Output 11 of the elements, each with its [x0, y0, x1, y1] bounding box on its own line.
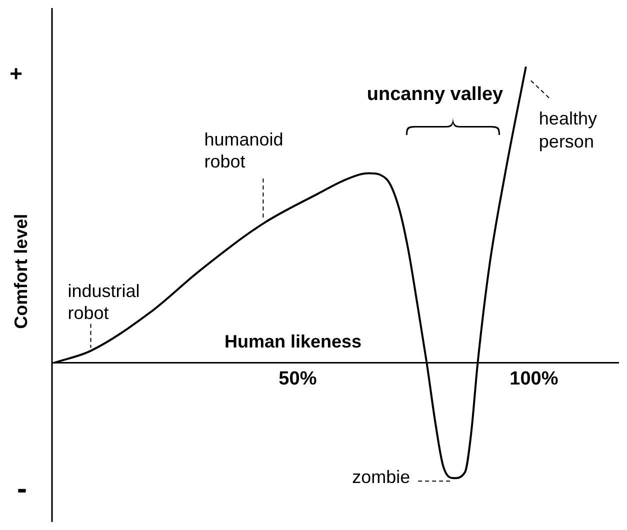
text: +	[10, 61, 22, 86]
x-tick-label: 100%	[510, 368, 558, 390]
annotation: uncanny valley	[366, 84, 504, 106]
x-tick-label: 50%	[278, 368, 317, 390]
text: -	[17, 472, 27, 506]
annotation: industrial robot	[68, 280, 140, 323]
annotation: zombie	[352, 467, 410, 488]
x-axis-title: Human likeness	[224, 332, 362, 352]
annotation: healthy person	[538, 108, 597, 152]
y-axis-title: Comfort level	[10, 214, 31, 329]
annotation: humanoid robot	[204, 130, 284, 172]
